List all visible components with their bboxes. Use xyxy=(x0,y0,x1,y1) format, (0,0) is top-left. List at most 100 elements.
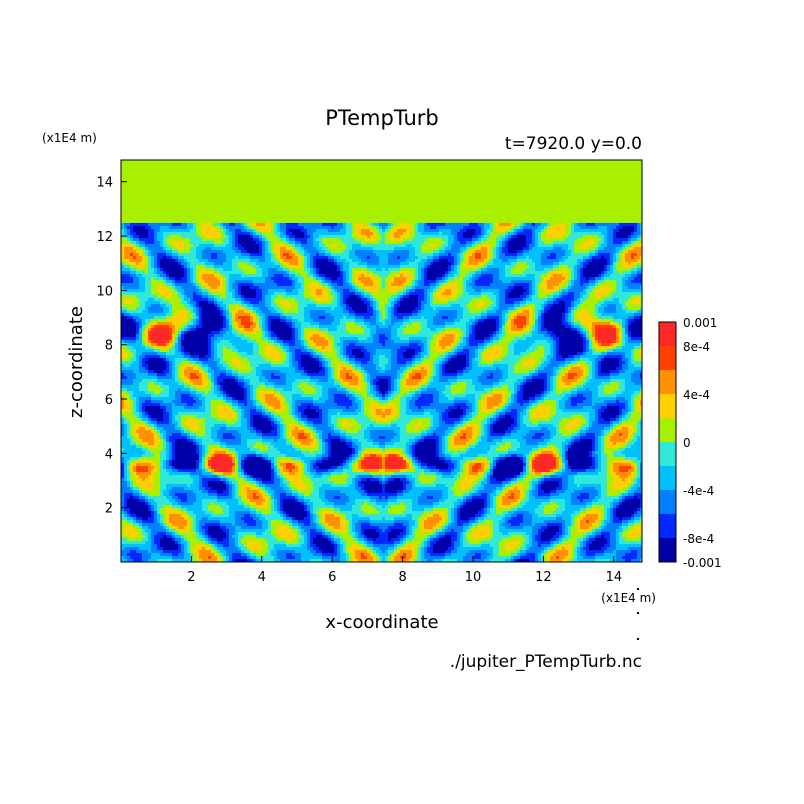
contour-cell xyxy=(223,493,226,496)
contour-cell xyxy=(634,517,637,520)
contour-cell xyxy=(496,493,499,496)
contour-cell xyxy=(376,538,379,541)
contour-cell xyxy=(484,505,487,508)
contour-cell xyxy=(166,538,169,541)
contour-cell xyxy=(442,499,445,502)
contour-cell xyxy=(562,481,565,484)
contour-cell xyxy=(391,559,394,562)
contour-cell xyxy=(523,511,526,514)
contour-cell xyxy=(286,553,289,556)
contour-cell xyxy=(517,523,520,526)
contour-cell xyxy=(316,490,319,493)
contour-cell xyxy=(505,493,508,496)
contour-cell xyxy=(571,490,574,493)
contour-cell xyxy=(229,523,232,526)
contour-cell xyxy=(550,517,553,520)
contour-cell xyxy=(313,517,316,520)
contour-cell xyxy=(202,463,205,466)
contour-cell xyxy=(460,469,463,472)
contour-cell xyxy=(133,490,136,493)
contour-cell xyxy=(622,505,625,508)
contour-cell xyxy=(403,469,406,472)
contour-cell xyxy=(637,550,640,553)
contour-cell xyxy=(286,538,289,541)
contour-cell xyxy=(508,556,511,559)
contour-cell xyxy=(433,535,436,538)
contour-cell xyxy=(199,520,202,523)
contour-cell xyxy=(436,556,439,559)
contour-cell xyxy=(190,469,193,472)
contour-cell xyxy=(310,538,313,541)
contour-cell xyxy=(433,556,436,559)
contour-cell xyxy=(580,514,583,517)
contour-cell xyxy=(508,541,511,544)
contour-cell xyxy=(313,469,316,472)
contour-cell xyxy=(205,541,208,544)
contour-cell xyxy=(589,466,592,469)
contour-cell xyxy=(505,526,508,529)
contour-cell xyxy=(589,532,592,535)
contour-cell xyxy=(289,502,292,505)
contour-cell xyxy=(382,484,385,487)
contour-cell xyxy=(181,496,184,499)
contour-cell xyxy=(268,466,271,469)
contour-cell xyxy=(565,523,568,526)
contour-cell xyxy=(586,475,589,478)
contour-cell xyxy=(220,520,223,523)
contour-cell xyxy=(316,508,319,511)
contour-cell xyxy=(577,508,580,511)
contour-cell xyxy=(559,487,562,490)
contour-cell xyxy=(265,469,268,472)
contour-cell xyxy=(256,481,259,484)
contour-cell xyxy=(259,556,262,559)
contour-cell xyxy=(580,469,583,472)
contour-cell xyxy=(163,487,166,490)
contour-cell xyxy=(139,481,142,484)
contour-cell xyxy=(367,493,370,496)
contour-cell xyxy=(547,478,550,481)
contour-cell xyxy=(478,526,481,529)
contour-cell xyxy=(463,535,466,538)
contour-cell xyxy=(532,514,535,517)
contour-cell xyxy=(442,511,445,514)
contour-cell xyxy=(547,517,550,520)
contour-cell xyxy=(235,550,238,553)
contour-cell xyxy=(169,538,172,541)
contour-cell xyxy=(253,490,256,493)
contour-cell xyxy=(373,478,376,481)
contour-cell xyxy=(301,556,304,559)
contour-cell xyxy=(577,478,580,481)
contour-cell xyxy=(151,511,154,514)
contour-cell xyxy=(517,499,520,502)
contour-cell xyxy=(298,559,301,562)
contour-cell xyxy=(496,544,499,547)
contour-cell xyxy=(571,523,574,526)
contour-cell xyxy=(274,505,277,508)
contour-cell xyxy=(460,559,463,562)
contour-cell xyxy=(409,529,412,532)
contour-cell xyxy=(436,538,439,541)
contour-cell xyxy=(295,499,298,502)
contour-cell xyxy=(178,505,181,508)
contour-cell xyxy=(490,541,493,544)
contour-cell xyxy=(583,499,586,502)
contour-cell xyxy=(214,478,217,481)
contour-cell xyxy=(175,514,178,517)
contour-cell xyxy=(586,499,589,502)
contour-cell xyxy=(145,529,148,532)
contour-cell xyxy=(232,469,235,472)
contour-cell xyxy=(202,553,205,556)
contour-cell xyxy=(163,529,166,532)
contour-cell xyxy=(319,526,322,529)
contour-cell xyxy=(244,532,247,535)
contour-cell xyxy=(493,499,496,502)
contour-cell xyxy=(577,490,580,493)
contour-cell xyxy=(157,547,160,550)
contour-cell xyxy=(193,472,196,475)
contour-cell xyxy=(607,499,610,502)
contour-cell xyxy=(457,544,460,547)
contour-cell xyxy=(178,535,181,538)
contour-cell xyxy=(172,526,175,529)
contour-cell xyxy=(235,559,238,562)
contour-cell xyxy=(268,523,271,526)
